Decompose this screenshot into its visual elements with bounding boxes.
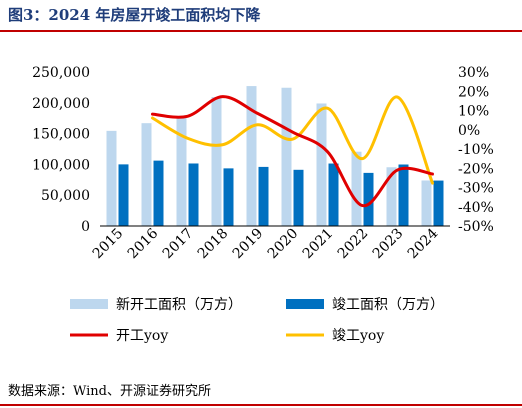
figure-title-bar: 图3：2024 年房屋开竣工面积均下降 [0,0,522,30]
y-left-tick-label: 0 [81,219,90,235]
line-start-yoy [151,95,434,208]
legend-label-3: 竣工yoy [332,328,384,344]
y-right-tick-label: -50% [458,219,494,235]
y-right-tick-label: 20% [458,84,489,100]
x-tick-label: 2015 [90,226,127,263]
x-tick-label: 2019 [230,226,267,263]
title-divider [0,30,522,32]
x-tick-label: 2021 [300,226,337,263]
bar-completion-2015 [118,164,129,226]
legend-label-0: 新开工面积（万方） [116,297,242,313]
bar-completion-2024 [433,180,444,226]
bar-completion-2017 [188,163,199,226]
legend-label-1: 竣工面积（万方） [332,297,444,313]
y-right-tick-label: 0% [458,123,480,139]
bar-completion-2023 [398,164,409,226]
bar-completion-2019 [258,166,269,226]
y-right-tick-label: -20% [458,161,494,177]
source-note: 数据来源：Wind、开源证券研究所 [8,384,211,399]
bar-completion-2016 [153,160,164,226]
bar-new-start-2015 [106,130,117,226]
x-tick-label: 2022 [335,226,372,263]
x-tick-label: 2016 [125,225,162,262]
y-left-tick-label: 150,000 [32,127,90,143]
bar-completion-2020 [293,169,304,226]
bar-completion-2018 [223,168,234,226]
y-right-tick-label: 10% [458,104,489,120]
figure-title: 图3：2024 年房屋开竣工面积均下降 [8,6,261,24]
bar-new-start-2023 [386,167,397,226]
bar-new-start-2019 [246,86,257,226]
y-left-tick-label: 200,000 [32,96,90,112]
y-left-tick-label: 50,000 [41,188,90,204]
y-left-tick-label: 100,000 [32,157,90,173]
x-tick-label: 2023 [370,226,407,263]
bar-new-start-2022 [351,151,362,226]
y-right-tick-label: -10% [458,142,494,158]
legend-swatch-1 [286,299,324,309]
y-right-tick-label: -30% [458,181,494,197]
y-left-tick-label: 250,000 [32,65,90,81]
bar-new-start-2020 [281,87,292,226]
bar-new-start-2017 [176,115,187,226]
bar-new-start-2021 [316,103,327,226]
bar-completion-2022 [363,172,374,226]
legend-swatch-0 [70,299,108,309]
bar-completion-2021 [328,163,339,226]
x-tick-label: 2024 [405,225,442,262]
x-tick-label: 2017 [160,226,197,263]
chart: 0 50,000 100,000 150,000 200,000 250,000 -50% -… [32,65,494,344]
y-right-tick-label: -40% [458,200,494,216]
bottom-divider [0,404,522,406]
legend-label-2: 开工yoy [116,328,168,344]
bar-new-start-2018 [211,97,222,227]
x-tick-label: 2018 [195,226,232,263]
bar-new-start-2024 [421,180,432,226]
y-right-tick-label: 30% [458,65,489,81]
bar-new-start-2016 [141,123,152,226]
x-tick-label: 2020 [265,226,302,263]
